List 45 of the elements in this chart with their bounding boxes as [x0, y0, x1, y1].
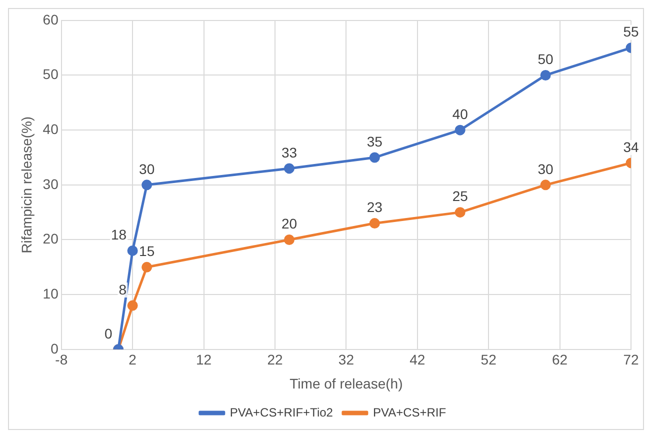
point [127, 300, 138, 311]
data-label: 40 [452, 106, 468, 122]
point [142, 180, 152, 190]
data-label: 0 [104, 325, 113, 342]
point [142, 262, 152, 272]
point [369, 218, 380, 229]
data-label: 33 [281, 144, 298, 160]
data-label: 50 [538, 51, 554, 68]
data-label: 55 [623, 24, 639, 40]
y-tick-label: 60 [42, 11, 59, 28]
x-tick-label: 52 [480, 352, 497, 368]
x-tick-label: 42 [410, 352, 426, 368]
data-label: 34 [623, 138, 639, 155]
x-tick-label: 72 [623, 352, 639, 368]
x-tick-label: 2 [128, 352, 137, 368]
point [284, 163, 294, 174]
data-label: 25 [452, 188, 468, 204]
y-tick-label: 30 [42, 176, 59, 192]
y-tick-label: 50 [42, 66, 59, 82]
data-label: 20 [281, 216, 298, 232]
point [454, 207, 466, 218]
point [454, 124, 466, 136]
y-tick-label: 10 [42, 285, 59, 302]
x-tick-label: 62 [552, 352, 568, 368]
y-tick-label: 40 [42, 120, 59, 137]
legend-label: PVA+CS+RIF+Tio2 [230, 405, 334, 420]
point [540, 180, 551, 190]
data-label: 35 [366, 133, 383, 150]
point [369, 152, 380, 163]
data-label: 18 [111, 226, 127, 243]
data-label: 8 [118, 281, 127, 298]
data-label: 15 [139, 243, 155, 260]
y-axis-title: Rifampicin release(%) [18, 116, 34, 254]
x-tick-label: 22 [267, 352, 283, 368]
data-label: 30 [139, 160, 155, 177]
x-axis-title: Time of release(h) [290, 375, 403, 392]
legend-label: PVA+CS+RIF [372, 405, 446, 420]
x-tick-label: 12 [196, 352, 212, 368]
y-tick-label: 20 [42, 230, 59, 247]
point [284, 234, 294, 245]
x-tick-label: 32 [338, 352, 354, 368]
data-label: 30 [538, 160, 554, 177]
point [540, 70, 551, 80]
point [127, 245, 138, 256]
data-label: 23 [366, 199, 383, 216]
